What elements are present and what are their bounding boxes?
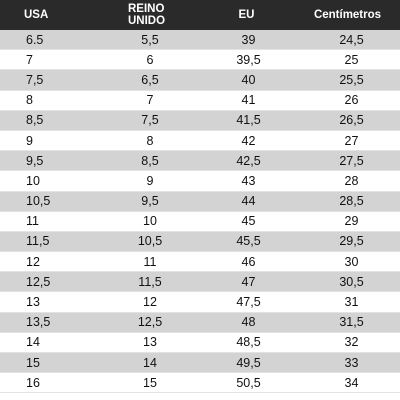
cell-eu: 45 — [241, 214, 256, 229]
cell-eu: 42,5 — [236, 153, 261, 168]
table-row: 13 12 47,5 31 — [0, 292, 400, 313]
table-row: 15 14 49,5 33 — [0, 353, 400, 374]
cell-usa: 8 — [26, 93, 33, 108]
header-centimeters: Centímetros — [313, 9, 382, 21]
table-row: 9,5 8,5 42,5 27,5 — [0, 151, 400, 172]
cell-eu: 50,5 — [236, 375, 261, 390]
cell-uk: 9 — [146, 173, 154, 188]
table-header-row: USA REINO UNIDO EU Centímetros — [0, 0, 400, 30]
cell-centimeters: 30 — [344, 254, 359, 269]
cell-eu: 41 — [241, 93, 256, 108]
cell-eu: 39 — [241, 32, 256, 47]
cell-uk: 8,5 — [141, 153, 159, 168]
cell-usa: 13,5 — [26, 315, 51, 330]
table-row: 11,5 10,5 45,5 29,5 — [0, 231, 400, 253]
table-row: 13,5 12,5 48 31,5 — [0, 312, 400, 333]
cell-usa: 11 — [26, 214, 39, 229]
cell-centimeters: 30,5 — [339, 274, 364, 289]
cell-usa: 8,5 — [26, 113, 44, 128]
table-row: 6.5 5,5 39 24,5 — [0, 30, 400, 51]
table-row: 12 11 46 30 — [0, 252, 400, 273]
table-body: 6.5 5,5 39 24,5 7 6 39,5 25 7,5 6,5 40 25,5 8 7 41 26 8,… — [0, 30, 400, 394]
table-row: 8 7 41 26 — [0, 91, 400, 111]
cell-eu: 40 — [241, 72, 256, 87]
cell-uk: 7,5 — [141, 113, 159, 128]
cell-uk: 13 — [143, 335, 157, 350]
cell-usa: 13 — [26, 295, 40, 310]
cell-eu: 42 — [241, 133, 256, 148]
table-row: 7 6 39,5 25 — [0, 50, 400, 71]
cell-centimeters: 31 — [344, 295, 359, 310]
cell-eu: 47 — [241, 274, 256, 289]
cell-uk: 5,5 — [141, 32, 159, 47]
cell-eu: 39,5 — [236, 52, 261, 67]
cell-usa: 10,5 — [26, 194, 51, 209]
cell-centimeters: 29,5 — [339, 234, 364, 249]
cell-uk: 10 — [143, 214, 157, 229]
cell-usa: 11,5 — [26, 234, 50, 249]
cell-usa: 12 — [26, 254, 40, 269]
cell-eu: 47,5 — [236, 295, 261, 310]
header-uk: REINO UNIDO — [128, 3, 166, 27]
cell-eu: 45,5 — [236, 234, 261, 249]
cell-uk: 11 — [143, 254, 157, 269]
cell-uk: 10,5 — [137, 234, 163, 249]
cell-usa: 7 — [26, 52, 33, 67]
cell-usa: 15 — [26, 355, 40, 370]
cell-centimeters: 31,5 — [339, 315, 364, 330]
cell-usa: 16 — [26, 375, 40, 390]
cell-uk: 15 — [143, 375, 157, 390]
header-eu: EU — [238, 9, 255, 21]
cell-usa: 9,5 — [26, 153, 44, 168]
cell-centimeters: 34 — [344, 375, 359, 390]
table-row: 10,5 9,5 44 28,5 — [0, 191, 400, 212]
table-row: 12,5 11,5 47 30,5 — [0, 272, 400, 293]
cell-usa: 6.5 — [26, 32, 44, 47]
cell-eu: 49,5 — [236, 355, 261, 370]
cell-uk: 12,5 — [137, 315, 163, 330]
cell-eu: 43 — [241, 173, 256, 188]
cell-uk: 6 — [146, 52, 154, 67]
table-row: 7,5 6,5 40 25,5 — [0, 70, 400, 91]
cell-uk: 7 — [146, 93, 154, 108]
cell-eu: 44 — [241, 194, 256, 209]
cell-uk: 11,5 — [138, 274, 162, 289]
table-row: 9 8 42 27 — [0, 131, 400, 152]
table-row: 14 13 48,5 32 — [0, 333, 400, 353]
cell-eu: 48 — [241, 315, 256, 330]
cell-centimeters: 25,5 — [339, 72, 364, 87]
cell-centimeters: 27,5 — [339, 153, 364, 168]
table-row: 10 9 43 28 — [0, 171, 400, 192]
cell-usa: 14 — [26, 335, 40, 350]
cell-uk: 8 — [146, 133, 154, 148]
cell-uk: 12 — [143, 295, 157, 310]
cell-centimeters: 33 — [344, 355, 359, 370]
cell-uk: 6,5 — [141, 72, 159, 87]
cell-usa: 12,5 — [26, 274, 51, 289]
cell-usa: 7,5 — [26, 72, 44, 87]
cell-usa: 9 — [26, 133, 33, 148]
cell-eu: 41,5 — [236, 113, 261, 128]
cell-centimeters: 24,5 — [339, 32, 364, 47]
cell-uk: 9,5 — [141, 194, 159, 209]
table-row: 16 15 50,5 34 — [0, 373, 400, 394]
cell-eu: 46 — [241, 254, 256, 269]
cell-centimeters: 29 — [344, 214, 359, 229]
cell-centimeters: 28,5 — [339, 194, 364, 209]
table-row: 8,5 7,5 41,5 26,5 — [0, 110, 400, 131]
cell-uk: 14 — [143, 355, 157, 370]
cell-centimeters: 28 — [344, 173, 359, 188]
cell-centimeters: 32 — [344, 335, 359, 350]
cell-centimeters: 26 — [344, 93, 359, 108]
cell-centimeters: 25 — [344, 52, 359, 67]
table-row: 11 10 45 29 — [0, 212, 400, 232]
cell-centimeters: 27 — [344, 133, 359, 148]
cell-usa: 10 — [26, 173, 40, 188]
header-usa: USA — [24, 9, 49, 21]
cell-centimeters: 26,5 — [339, 113, 364, 128]
cell-eu: 48,5 — [236, 335, 261, 350]
